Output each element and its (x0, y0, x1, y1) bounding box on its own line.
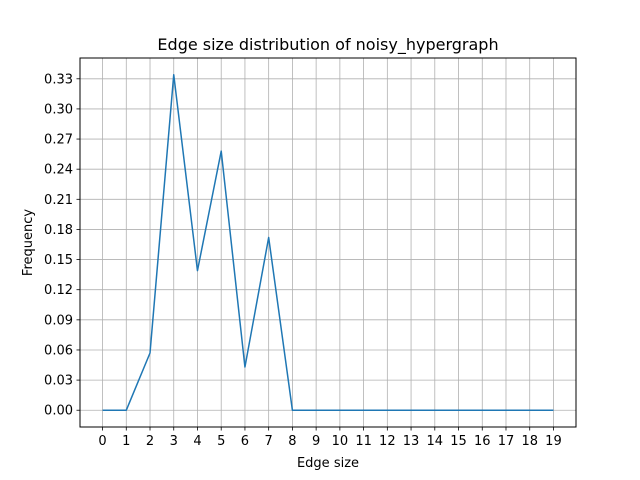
chart-title: Edge size distribution of noisy_hypergra… (157, 35, 498, 55)
x-tick-label: 4 (193, 434, 201, 449)
y-tick-label: 0.27 (44, 133, 73, 148)
y-tick-label: 0.18 (44, 223, 73, 238)
x-tick-label: 9 (312, 434, 320, 449)
x-tick-label: 0 (98, 434, 106, 449)
y-tick-label: 0.21 (44, 193, 73, 208)
x-axis-ticks: 0 1 2 3 4 5 6 7 8 9 10 11 12 13 14 15 16 17 18 19 (98, 427, 562, 449)
x-tick-label: 6 (241, 434, 249, 449)
axes-frame (79, 57, 577, 428)
y-tick-label: 0.33 (44, 72, 73, 87)
x-tick-label: 14 (427, 434, 444, 449)
y-tick-label: 0.00 (44, 404, 73, 419)
x-tick-label: 7 (265, 434, 273, 449)
y-tick-label: 0.24 (44, 163, 73, 178)
x-tick-label: 11 (355, 434, 372, 449)
x-tick-label: 10 (332, 434, 349, 449)
x-tick-label: 16 (474, 434, 491, 449)
x-tick-label: 5 (217, 434, 225, 449)
x-axis-label: Edge size (297, 456, 359, 471)
x-tick-label: 15 (450, 434, 467, 449)
x-tick-label: 2 (146, 434, 154, 449)
x-tick-label: 12 (379, 434, 396, 449)
y-tick-label: 0.15 (44, 253, 73, 268)
y-tick-label: 0.06 (44, 343, 73, 358)
x-tick-label: 3 (170, 434, 178, 449)
x-tick-label: 17 (498, 434, 515, 449)
x-tick-label: 18 (521, 434, 538, 449)
y-tick-label: 0.03 (44, 374, 73, 389)
y-axis-label: Frequency (21, 209, 36, 276)
series-line (102, 74, 554, 411)
series (102, 74, 554, 411)
x-tick-label: 13 (403, 434, 420, 449)
y-axis-ticks: 0.00 0.03 0.06 0.09 0.12 0.15 0.18 0.21 0.24 0.27… (44, 72, 80, 419)
y-tick-label: 0.30 (44, 102, 73, 117)
x-tick-label: 1 (122, 434, 130, 449)
x-tick-label: 8 (288, 434, 296, 449)
x-tick-label: 19 (545, 434, 562, 449)
y-tick-label: 0.09 (44, 313, 73, 328)
grid (80, 58, 576, 427)
y-tick-label: 0.12 (44, 283, 73, 298)
